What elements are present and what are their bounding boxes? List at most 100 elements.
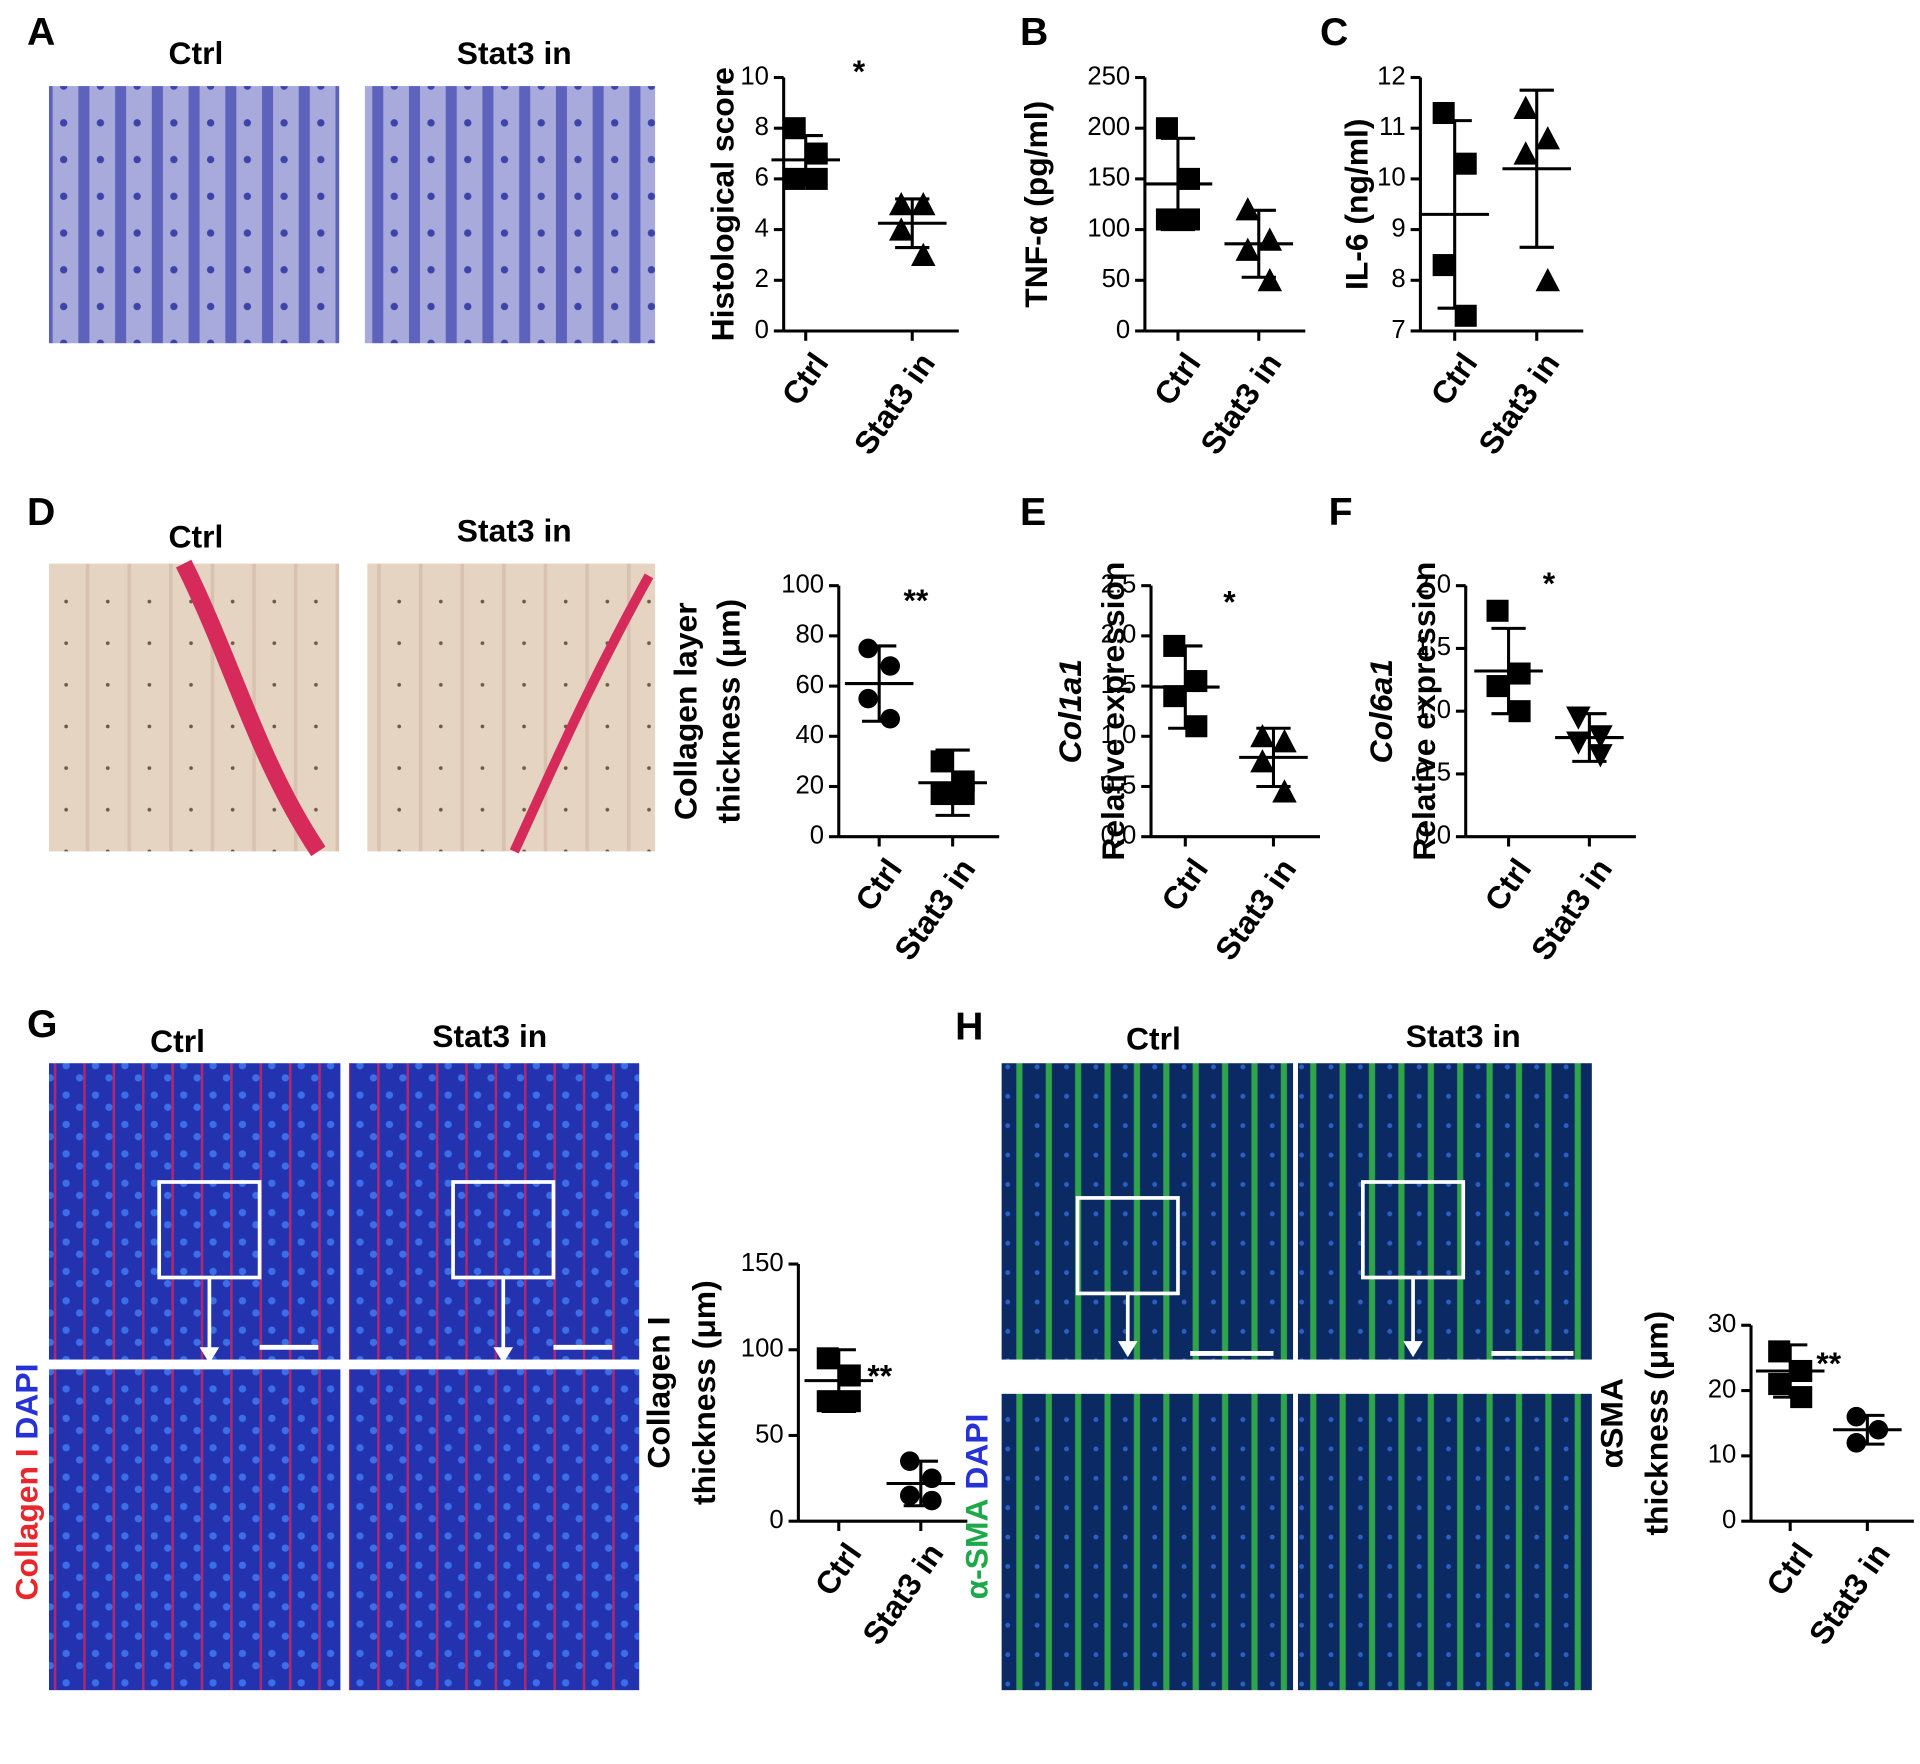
- x-tick-label: Ctrl: [848, 852, 909, 918]
- image-label: Ctrl: [169, 35, 224, 71]
- x-tick-label: Ctrl: [1424, 346, 1485, 412]
- point: [952, 783, 975, 806]
- micrograph: [48, 1369, 341, 1691]
- point: [1235, 237, 1260, 261]
- y-tick-label: 1.0: [1415, 696, 1451, 724]
- point: [1163, 685, 1186, 708]
- y-tick-label: 150: [741, 1249, 784, 1277]
- y-tick-label: 0.0: [1415, 821, 1451, 849]
- sd-bar: [1773, 1343, 1808, 1399]
- sd-bar: [1160, 136, 1196, 232]
- y-tick-label: 0: [1116, 316, 1130, 344]
- sd-bar: [1519, 88, 1554, 249]
- point: [1250, 724, 1275, 748]
- point: [1513, 141, 1538, 165]
- point: [1508, 700, 1531, 723]
- sd-bar: [862, 644, 897, 723]
- stain-name: DAPI: [959, 1414, 995, 1490]
- significance: *: [1223, 583, 1236, 619]
- micrograph: [48, 86, 340, 344]
- y-tick-label: 100: [1087, 214, 1130, 242]
- y-tick-label: 0: [769, 1506, 783, 1534]
- y-tick-label: 1.0: [1101, 721, 1137, 749]
- y-tick-label: 0.5: [1101, 771, 1137, 799]
- stain: [176, 559, 326, 857]
- point: [880, 656, 900, 676]
- point: [1235, 197, 1260, 221]
- y-tick-label: 20: [1708, 1375, 1737, 1403]
- y-tick-label: 0: [810, 821, 824, 849]
- y-tick-label: 1.5: [1415, 633, 1451, 661]
- y-tick-label: 11: [1379, 113, 1406, 141]
- y-tick-label: 200: [1087, 113, 1130, 141]
- x-tick-label: Stat3 in: [855, 1536, 950, 1651]
- y-tick-label: 50: [1102, 265, 1131, 293]
- y-tick-label: 8: [755, 113, 769, 141]
- point: [1272, 729, 1297, 753]
- y-tick-label: 0: [1722, 1506, 1736, 1534]
- y-tick-label: 10: [1708, 1441, 1737, 1469]
- point: [1257, 268, 1283, 292]
- y-tick-label: 2.5: [1101, 570, 1137, 598]
- point: [1513, 95, 1538, 119]
- stain-name: α-SMA: [959, 1498, 995, 1599]
- image-label: Ctrl: [1126, 1021, 1181, 1057]
- micrographs: [48, 86, 1592, 1691]
- point: [816, 1347, 839, 1370]
- significance: *: [1543, 565, 1556, 601]
- stain-name: DAPI: [9, 1364, 45, 1440]
- x-tick-label: Ctrl: [1477, 852, 1538, 918]
- y-tick-label: 12: [1377, 62, 1406, 90]
- y-axis-label: αSMA: [1593, 1378, 1629, 1468]
- x-tick-label: Stat3 in: [1471, 346, 1566, 461]
- point: [1185, 715, 1208, 738]
- point: [816, 1390, 839, 1413]
- y-tick-label: 8: [1391, 265, 1405, 293]
- panel-letter: H: [955, 1005, 983, 1048]
- micrograph: [367, 563, 656, 852]
- y-tick-label: 0.0: [1101, 821, 1137, 849]
- image-label: Stat3 in: [432, 1018, 547, 1054]
- y-tick-label: 80: [795, 621, 824, 649]
- sd-bar: [1572, 712, 1607, 763]
- significance: **: [1816, 1345, 1841, 1381]
- stain: [509, 573, 654, 854]
- micrograph: [348, 1369, 640, 1691]
- point: [922, 1468, 942, 1489]
- point: [1486, 675, 1509, 698]
- sd-bar: [895, 197, 930, 250]
- point: [1272, 779, 1297, 803]
- sd-bar: [903, 1459, 938, 1508]
- y-axis-label: thickness (μm): [1639, 1311, 1675, 1536]
- y-axis-label: TNF-α (pg/ml): [1018, 101, 1054, 308]
- image-label: Stat3 in: [457, 512, 572, 548]
- point: [783, 117, 806, 140]
- stain-name: Collagen I: [9, 1448, 45, 1600]
- y-axis-label: Col6a1: [1363, 659, 1399, 763]
- y-tick-label: 30: [1708, 1310, 1737, 1338]
- significance: **: [867, 1357, 892, 1393]
- micrograph: [1297, 1063, 1592, 1360]
- point: [783, 167, 806, 190]
- y-tick-label: 7: [1391, 316, 1405, 344]
- micrograph: [1001, 1393, 1294, 1691]
- point: [1535, 126, 1560, 150]
- x-tick-label: Stat3 in: [1524, 852, 1619, 967]
- panel-letter: A: [27, 11, 55, 54]
- arrow-heads: [199, 1341, 1423, 1364]
- panel-letter: E: [1020, 491, 1046, 534]
- point: [1185, 670, 1208, 693]
- y-axis-label: thickness (μm): [710, 599, 746, 824]
- stain-label: α-SMA DAPI: [959, 1414, 995, 1600]
- y-tick-label: 9: [1391, 214, 1405, 242]
- sd-bar: [1437, 119, 1472, 310]
- point: [858, 638, 878, 659]
- y-axis-label: Collagen I: [641, 1317, 677, 1469]
- zoom-boxes: [157, 1180, 1574, 1356]
- x-tick-label: Stat3 in: [847, 346, 942, 461]
- y-tick-label: 100: [741, 1335, 784, 1363]
- point: [888, 217, 914, 241]
- x-tick-label: Ctrl: [1759, 1536, 1820, 1602]
- x-tick-label: Ctrl: [775, 346, 836, 412]
